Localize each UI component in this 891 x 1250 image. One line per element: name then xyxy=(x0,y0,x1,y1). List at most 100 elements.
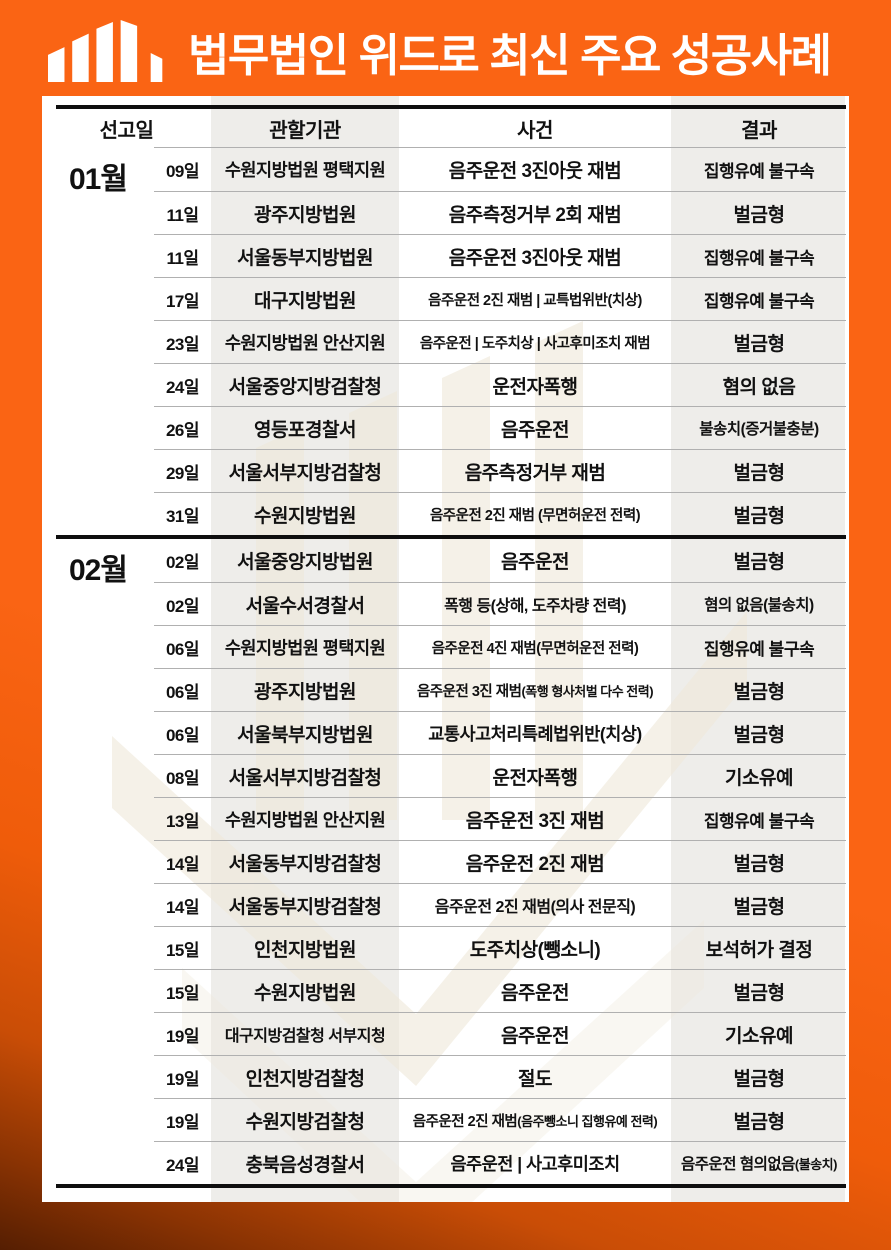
date-cell: 19일 xyxy=(165,1026,200,1046)
table-row: 24일 충북음성경찰서 음주운전 | 사고후미조치 음주운전 혐의없음(불송치) xyxy=(154,1141,846,1184)
case-cell: 음주운전 xyxy=(501,419,569,441)
date-cell: 02일 xyxy=(165,596,200,616)
agency-cell: 서울수서경찰서 xyxy=(245,595,365,617)
table-row: 19일 대구지방검찰청 서부지청 음주운전 기소유예 xyxy=(154,1012,846,1055)
result-cell: 집행유예 불구속 xyxy=(703,248,815,268)
date-cell: 06일 xyxy=(165,725,200,745)
case-table: 선고일 관할기관 사건 결과 01월 09일 수원지방법원 평택지원 음주운전 3진아… xyxy=(42,96,849,1188)
result-cell: 보석허가 결정 xyxy=(705,939,813,961)
case-cell: 음주운전 2진 재범 xyxy=(465,853,605,875)
table-row: 14일 서울동부지방검찰청 음주운전 2진 재범(의사 전문직) 벌금형 xyxy=(154,883,846,926)
date-cell: 19일 xyxy=(165,1112,200,1132)
table-row: 26일 영등포경찰서 음주운전 불송치(증거불충분) xyxy=(154,406,846,449)
case-cell: 절도 xyxy=(518,1068,552,1090)
result-cell: 기소유예 xyxy=(725,767,793,789)
result-cell: 벌금형 xyxy=(733,1111,785,1133)
case-cell: 음주운전 3진 재범(폭행 형사처벌 다수 전력) xyxy=(416,683,654,700)
case-cell: 음주운전 2진 재범(의사 전문직) xyxy=(434,899,636,916)
result-cell: 벌금형 xyxy=(733,982,785,1004)
date-cell: 31일 xyxy=(165,506,200,526)
case-cell: 음주운전 2진 재범 (무면허운전 전력) xyxy=(429,507,641,524)
agency-cell: 수원지방법원 평택지원 xyxy=(224,637,386,658)
date-cell: 11일 xyxy=(166,248,199,268)
agency-cell: 수원지방법원 안산지원 xyxy=(224,809,386,830)
case-cell: 음주운전 | 도주치상 | 사고후미조치 재범 xyxy=(419,335,651,352)
case-cell: 음주운전 xyxy=(501,982,569,1004)
case-cell: 음주운전 3진아웃 재범 xyxy=(448,161,622,182)
agency-cell: 서울중앙지방법원 xyxy=(237,552,373,573)
result-cell: 벌금형 xyxy=(733,853,785,875)
column-header-date: 선고일 xyxy=(99,120,154,142)
agency-cell: 대구지방법원 xyxy=(254,290,356,312)
date-cell: 24일 xyxy=(165,1155,200,1175)
result-cell: 벌금형 xyxy=(733,552,785,573)
result-cell: 불송치(증거불충분) xyxy=(699,421,819,438)
bar-chart-logo-icon xyxy=(48,20,163,82)
case-cell: 음주운전 xyxy=(501,552,569,573)
result-cell: 음주운전 혐의없음(불송치) xyxy=(681,1156,838,1173)
table-row: 31일 수원지방법원 음주운전 2진 재범 (무면허운전 전력) 벌금형 xyxy=(154,492,846,535)
case-cell: 음주측정거부 재범 xyxy=(464,462,606,484)
agency-cell: 충북음성경찰서 xyxy=(245,1154,365,1176)
table-row: 14일 서울동부지방검찰청 음주운전 2진 재범 벌금형 xyxy=(154,840,846,883)
table-body: 01월 09일 수원지방법원 평택지원 음주운전 3진아웃 재범 집행유예 불구속 11일… xyxy=(42,148,849,1184)
column-header-result: 결과 xyxy=(741,120,777,142)
month-section: 02월 02일 서울중앙지방법원 음주운전 벌금형 02일 서울수서경찰서 폭행 등(상해, … xyxy=(42,539,849,1184)
table-row: 17일 대구지방법원 음주운전 2진 재범 | 교특법위반(치상) 집행유예 불구속 xyxy=(154,277,846,320)
date-cell: 09일 xyxy=(165,162,200,181)
case-cell: 음주운전 4진 재범(무면허운전 전력) xyxy=(431,640,639,657)
table-row: 15일 인천지방법원 도주치상(뺑소니) 보석허가 결정 xyxy=(154,926,846,969)
table-row: 11일 서울동부지방법원 음주운전 3진아웃 재범 집행유예 불구속 xyxy=(154,234,846,277)
date-cell: 26일 xyxy=(165,420,200,440)
table-row: 06일 수원지방법원 평택지원 음주운전 4진 재범(무면허운전 전력) 집행유예 불… xyxy=(154,625,846,668)
agency-cell: 인천지방검찰청 xyxy=(245,1068,365,1090)
result-cell: 벌금형 xyxy=(733,1068,785,1090)
page-title: 법무법인 위드로 최신 주요 성공사례 xyxy=(188,29,832,81)
table-row: 02일 서울수서경찰서 폭행 등(상해, 도주차량 전력) 혐의 없음(불송치) xyxy=(154,582,846,625)
case-cell: 음주운전 | 사고후미조치 xyxy=(450,1153,620,1174)
header: 법무법인 위드로 최신 주요 성공사례 xyxy=(48,18,851,84)
result-cell: 벌금형 xyxy=(733,724,785,746)
date-cell: 08일 xyxy=(165,768,200,788)
result-cell: 벌금형 xyxy=(733,896,785,918)
agency-cell: 수원지방법원 안산지원 xyxy=(224,332,386,353)
result-cell: 벌금형 xyxy=(733,462,785,484)
result-cell-note: (불송치) xyxy=(794,1157,838,1172)
date-cell: 13일 xyxy=(165,811,200,831)
case-cell-note: (폭행 형사처벌 다수 전력) xyxy=(521,683,654,699)
table-row: 15일 수원지방법원 음주운전 벌금형 xyxy=(154,969,846,1012)
result-cell: 벌금형 xyxy=(733,204,785,226)
agency-cell: 수원지방법원 xyxy=(254,982,356,1004)
date-cell: 15일 xyxy=(165,940,200,960)
date-cell: 14일 xyxy=(165,897,200,917)
agency-cell: 서울동부지방검찰청 xyxy=(228,853,382,875)
result-cell: 집행유예 불구속 xyxy=(703,639,815,659)
agency-cell: 수원지방법원 xyxy=(254,505,356,527)
agency-cell: 서울동부지방검찰청 xyxy=(228,896,382,918)
date-cell: 19일 xyxy=(165,1069,200,1089)
table-row: 06일 서울북부지방법원 교통사고처리특례법위반(치상) 벌금형 xyxy=(154,711,846,754)
case-cell: 음주운전 3진 재범 xyxy=(465,810,605,832)
agency-cell: 영등포경찰서 xyxy=(254,419,356,441)
result-cell: 혐의 없음(불송치) xyxy=(704,597,814,614)
agency-cell: 대구지방검찰청 서부지청 xyxy=(224,1028,386,1045)
agency-cell: 서울중앙지방검찰청 xyxy=(228,376,382,398)
result-cell: 벌금형 xyxy=(733,505,785,527)
result-cell: 집행유예 불구속 xyxy=(703,162,815,181)
month-label: 02월 xyxy=(69,554,128,587)
table-row: 19일 인천지방검찰청 절도 벌금형 xyxy=(154,1055,846,1098)
case-cell: 음주측정거부 2회 재범 xyxy=(448,204,622,226)
table-row: 06일 광주지방법원 음주운전 3진 재범(폭행 형사처벌 다수 전력) 벌금형 xyxy=(154,668,846,711)
date-cell: 29일 xyxy=(165,463,200,483)
date-cell: 06일 xyxy=(165,639,200,659)
agency-cell: 광주지방법원 xyxy=(254,204,356,226)
agency-cell: 서울서부지방검찰청 xyxy=(228,462,382,484)
agency-cell: 광주지방법원 xyxy=(254,681,356,703)
case-cell: 운전자폭행 xyxy=(492,767,578,789)
agency-cell: 수원지방법원 평택지원 xyxy=(224,160,386,180)
table-row: 09일 수원지방법원 평택지원 음주운전 3진아웃 재범 집행유예 불구속 xyxy=(154,148,846,191)
case-cell-note: (음주뺑소니 집행유예 전력) xyxy=(517,1113,658,1129)
agency-cell: 서울서부지방검찰청 xyxy=(228,767,382,789)
case-cell: 음주운전 2진 재범 | 교특법위반(치상) xyxy=(428,292,642,309)
case-table-sheet: 선고일 관할기관 사건 결과 01월 09일 수원지방법원 평택지원 음주운전 3진아… xyxy=(42,96,849,1202)
